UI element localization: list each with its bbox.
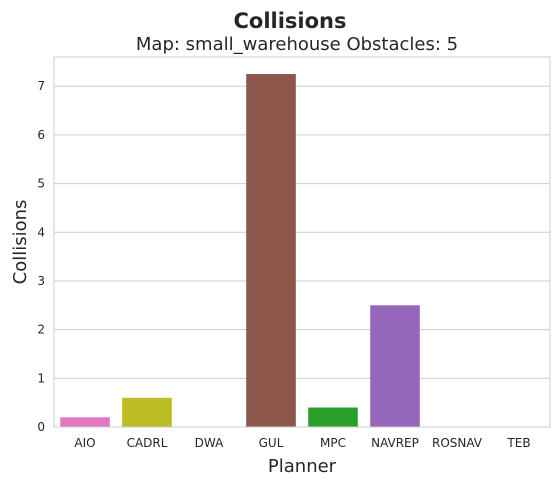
x-axis-title: Planner [268,456,337,477]
y-tick-labels: 0 1 2 3 4 5 6 7 [37,79,45,434]
x-tick-label: NAVREP [371,436,419,450]
y-tick-label: 7 [37,79,45,93]
y-tick-label: 3 [37,274,45,288]
plot-frame [53,56,551,428]
x-tick-label: DWA [195,436,224,450]
y-tick-label: 2 [37,323,45,337]
bar-navrep [370,305,420,427]
bar-gul [246,74,296,427]
bar-mpc [308,407,358,427]
y-axis-title: Collisions [10,200,31,285]
bars [60,74,420,427]
x-tick-label: CADRL [127,436,168,450]
y-tick-label: 6 [37,128,45,142]
bar-aio [60,417,110,427]
chart-title: Collisions [233,9,346,33]
x-tick-label: AIO [74,436,95,450]
x-tick-label: ROSNAV [432,436,483,450]
x-tick-label: MPC [320,436,346,450]
bar-cadrl [122,397,172,427]
y-tick-label: 5 [37,177,45,191]
y-tick-label: 0 [37,420,45,434]
x-tick-labels: AIO CADRL DWA GUL MPC NAVREP ROSNAV TEB [74,436,530,450]
y-tick-label: 4 [37,225,45,239]
x-tick-label: GUL [259,436,284,450]
chart-subtitle: Map: small_warehouse Obstacles: 5 [136,34,458,55]
y-tick-label: 1 [37,371,45,385]
x-tick-label: TEB [506,436,530,450]
y-gridlines [54,85,550,428]
